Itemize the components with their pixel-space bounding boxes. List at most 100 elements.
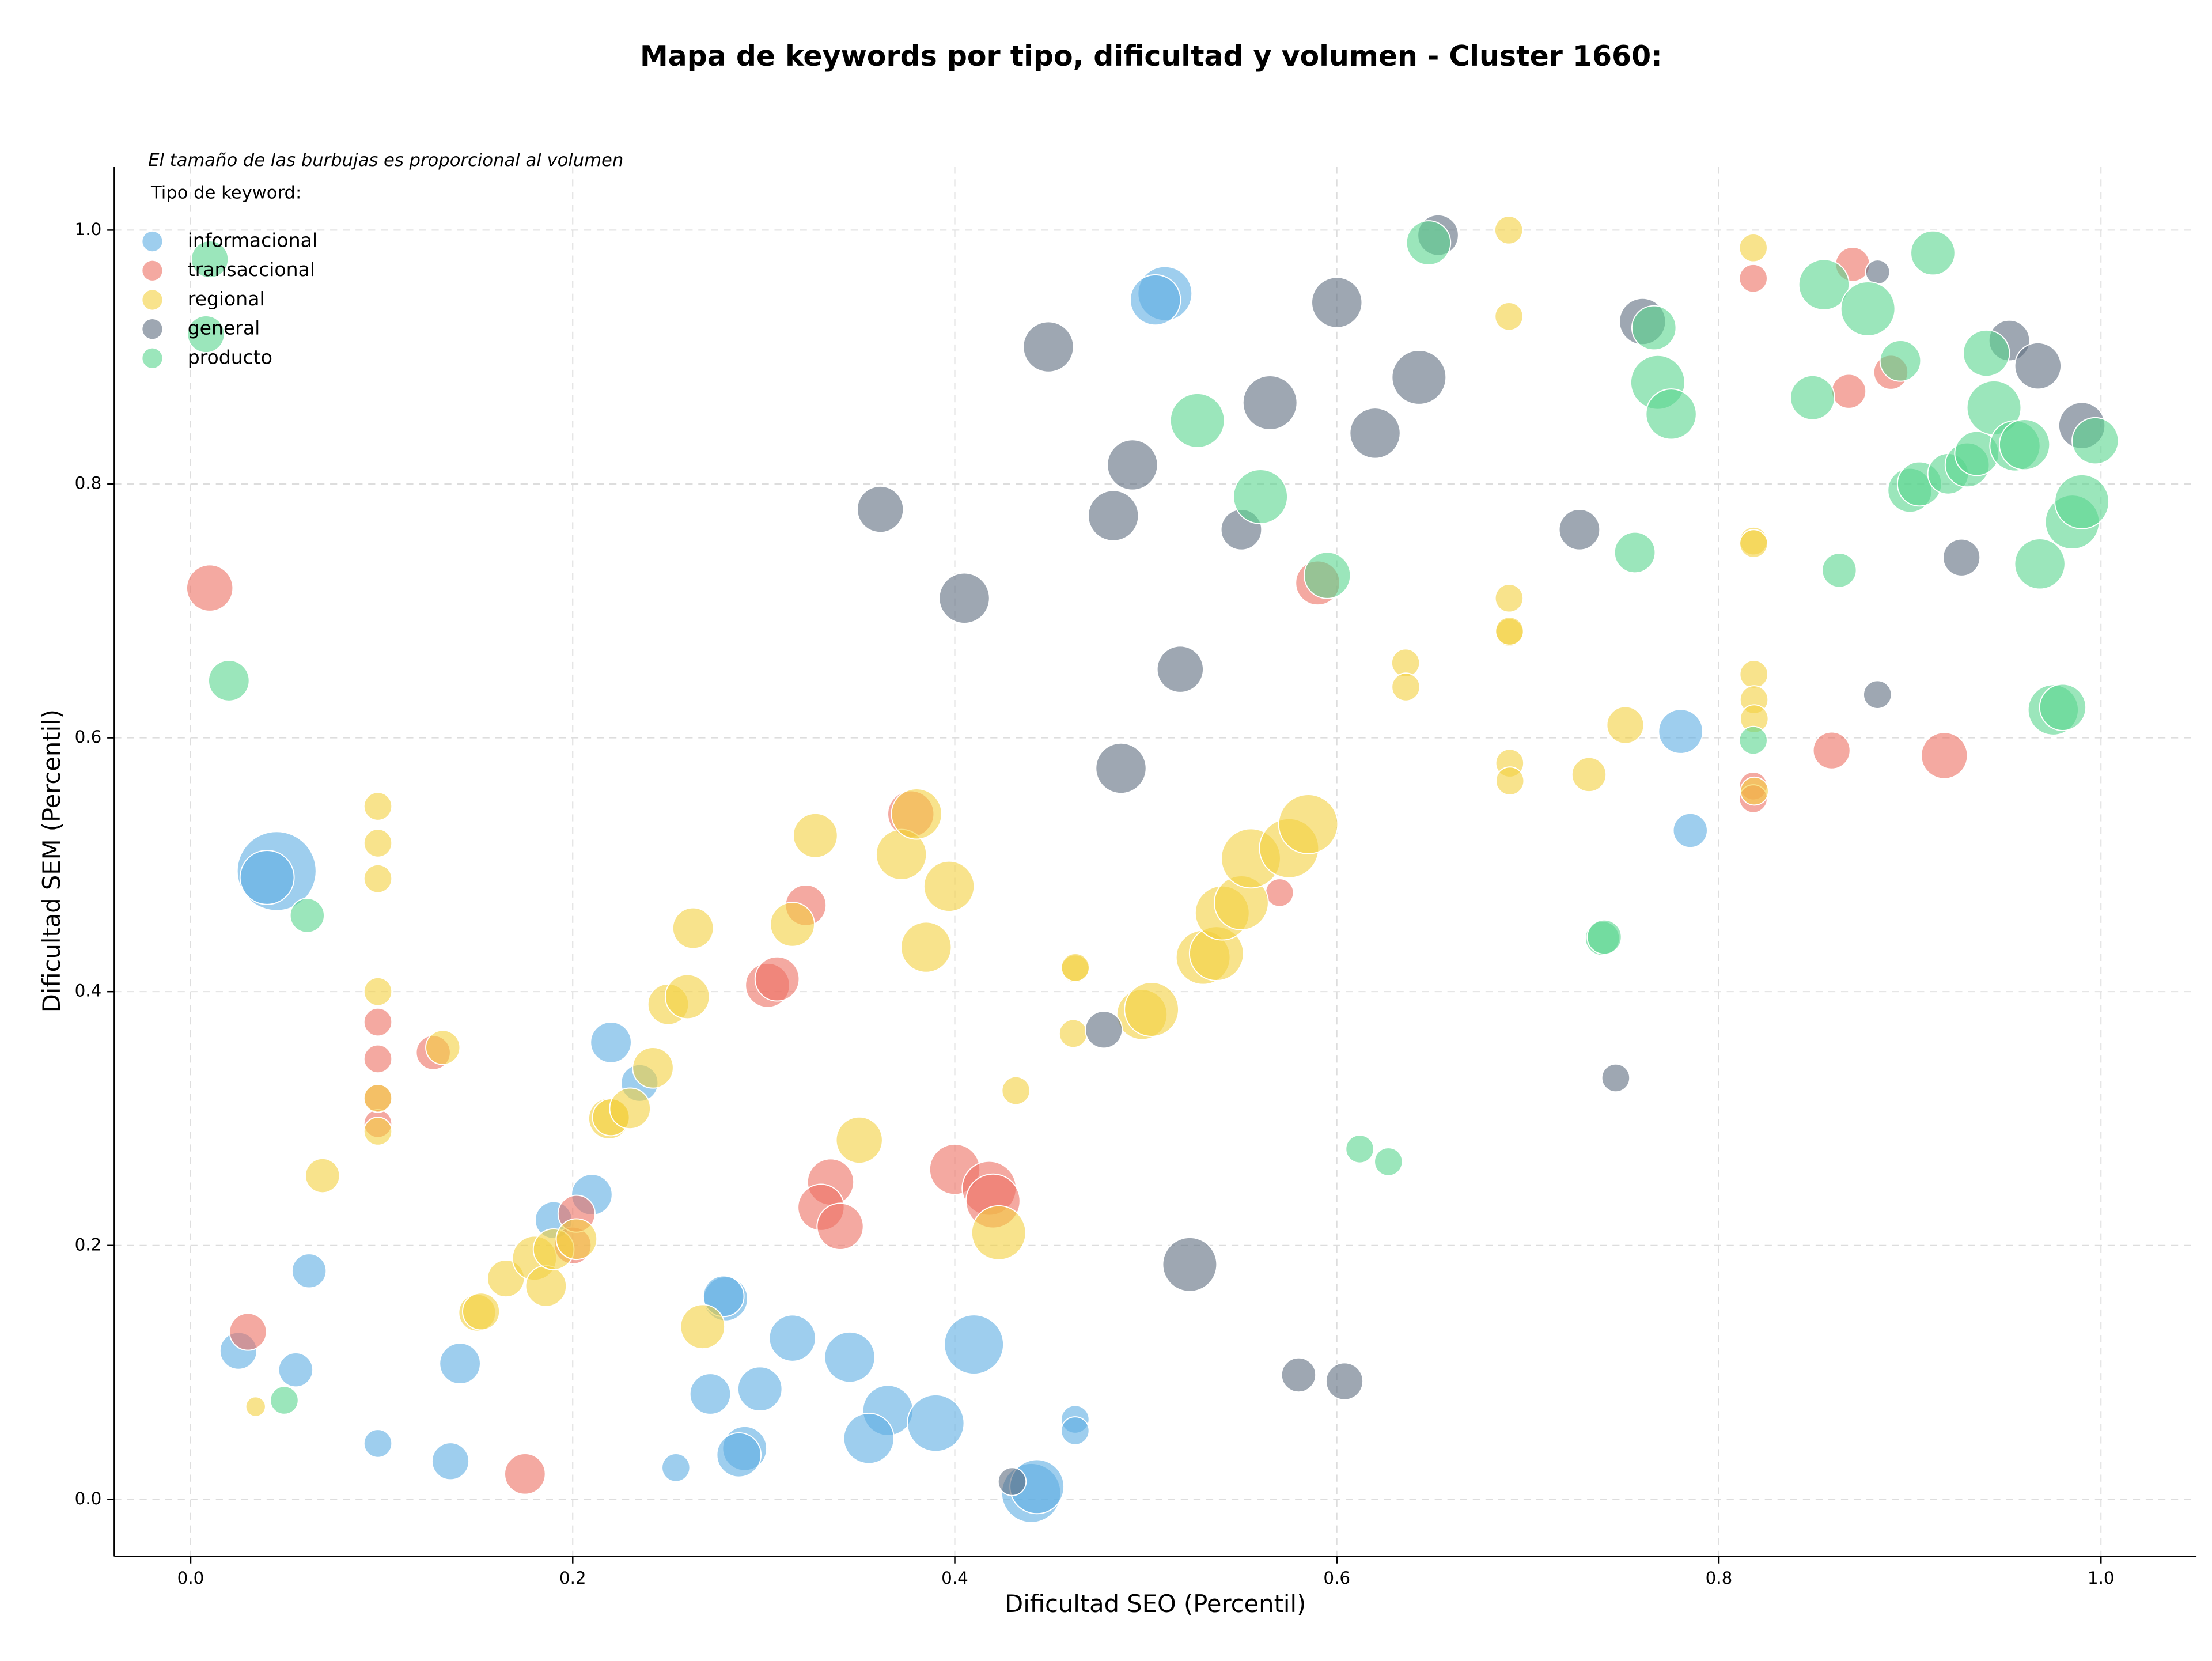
bubble xyxy=(1130,274,1181,326)
bubble xyxy=(2039,683,2087,731)
bubble xyxy=(1606,706,1645,744)
bubble xyxy=(1311,277,1363,328)
legend-label: informacional xyxy=(188,229,317,252)
bubble xyxy=(689,1373,732,1415)
bubble xyxy=(1265,878,1294,907)
bubble xyxy=(1494,584,1524,613)
legend-marker xyxy=(142,231,162,252)
bubble xyxy=(793,812,838,858)
bubble xyxy=(1060,1416,1090,1446)
bubble xyxy=(664,974,710,1020)
legend-marker xyxy=(142,290,162,310)
x-tick-label: 0.4 xyxy=(941,1568,968,1588)
bubble xyxy=(1821,553,1857,588)
annotation: El tamaño de las burbujas es proporciona… xyxy=(148,150,623,171)
bubble xyxy=(1303,551,1351,599)
grid xyxy=(114,167,2197,1557)
bubble xyxy=(431,1442,470,1481)
bubble xyxy=(363,864,393,894)
bubble xyxy=(1863,680,1892,709)
bubble xyxy=(191,240,229,279)
bubble xyxy=(891,788,942,840)
bubble xyxy=(1001,1076,1031,1106)
plot-area xyxy=(185,214,2119,1523)
bubble xyxy=(1107,439,1158,491)
bubble xyxy=(363,1044,393,1074)
bubble xyxy=(2014,538,2066,590)
bubble xyxy=(187,315,225,354)
bubble xyxy=(462,1292,501,1331)
bubble xyxy=(239,849,295,905)
bubble xyxy=(555,1218,598,1261)
bubble xyxy=(363,1084,393,1113)
bubble xyxy=(768,1314,816,1362)
bubble xyxy=(938,572,990,624)
bubble xyxy=(1495,766,1525,796)
bubble xyxy=(270,1386,299,1415)
x-tick-label: 0.8 xyxy=(1706,1568,1733,1588)
bubble xyxy=(1406,220,1452,266)
bubble xyxy=(363,792,393,821)
bubble xyxy=(1156,645,1205,693)
bubble xyxy=(278,1352,314,1388)
bubble xyxy=(1281,1357,1317,1393)
bubble xyxy=(661,1453,691,1482)
y-tick-label: 1.0 xyxy=(75,220,102,239)
bubble xyxy=(944,1314,1005,1375)
bubble xyxy=(1278,793,1339,854)
bubble xyxy=(305,1157,340,1194)
bubble xyxy=(1495,616,1524,646)
legend-label: general xyxy=(188,317,260,339)
bubble xyxy=(702,1275,745,1318)
x-tick-label: 1.0 xyxy=(2088,1568,2115,1588)
bubble xyxy=(439,1342,481,1384)
bubble xyxy=(1058,1019,1088,1049)
bubble xyxy=(1672,812,1708,849)
bubble xyxy=(1645,388,1697,440)
bubble xyxy=(1865,259,1891,285)
bubble xyxy=(1374,1147,1403,1176)
bubble xyxy=(1910,230,1956,276)
bubble xyxy=(680,1304,726,1350)
bubble xyxy=(1942,538,1981,577)
bubble xyxy=(1169,392,1225,448)
bubble xyxy=(1494,215,1524,245)
x-axis-label: Dificultad SEO (Percentil) xyxy=(1005,1590,1306,1618)
bubble xyxy=(632,1047,674,1089)
axes: 0.0 0.2 0.4 0.6 0.8 1.0 0.0 0.2 0.4 0.6 0.8 1.0 xyxy=(75,220,2115,1588)
bubble xyxy=(1124,982,1180,1037)
bubble xyxy=(1631,305,1677,351)
legend-marker xyxy=(142,319,162,339)
legend-label: transaccional xyxy=(188,258,315,281)
y-axis-label: Dificultad SEM (Percentil) xyxy=(37,709,66,1012)
x-tick-label: 0.2 xyxy=(559,1568,586,1588)
bubble xyxy=(1060,953,1090,982)
bubble xyxy=(1349,407,1401,459)
legend-label: producto xyxy=(188,346,272,368)
legend-title: Tipo de keyword: xyxy=(150,183,301,203)
legend-marker xyxy=(142,348,162,368)
bubble xyxy=(835,1116,883,1164)
y-tick-label: 0.4 xyxy=(75,981,102,1001)
bubble xyxy=(1613,531,1656,574)
legend-marker xyxy=(142,260,162,281)
bubble xyxy=(1233,469,1289,524)
bubble xyxy=(609,1087,652,1130)
bubble xyxy=(1739,529,1768,558)
bubble xyxy=(1345,1134,1374,1164)
bubble xyxy=(185,564,234,612)
bubble xyxy=(1658,709,1703,754)
bubble xyxy=(1558,508,1601,551)
bubble xyxy=(363,1007,393,1037)
bubble xyxy=(1391,672,1421,702)
bubble xyxy=(1494,301,1524,331)
bubble xyxy=(1738,263,1768,293)
bubble xyxy=(1738,233,1768,263)
bubble xyxy=(590,1021,632,1064)
y-tick-label: 0.0 xyxy=(75,1489,102,1508)
bubble xyxy=(1998,419,2051,471)
bubble xyxy=(1242,375,1298,430)
legend-label: regional xyxy=(188,287,265,310)
bubble xyxy=(1162,1236,1218,1292)
